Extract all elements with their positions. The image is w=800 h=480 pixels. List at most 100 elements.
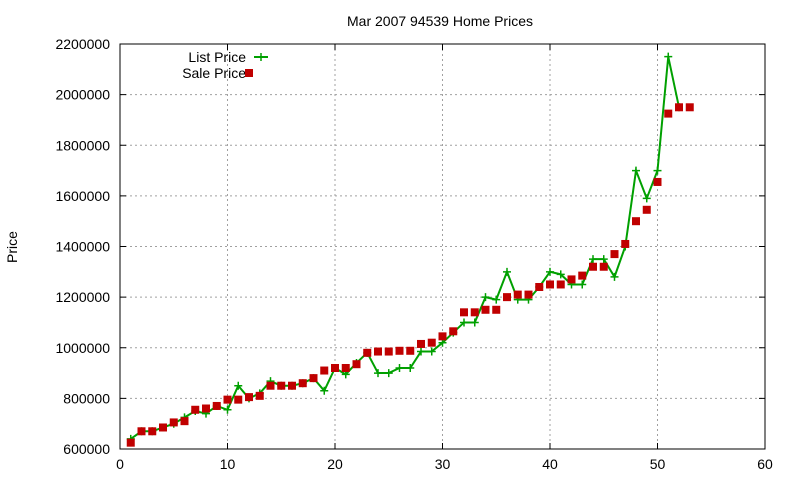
data-point	[288, 381, 296, 390]
data-point	[406, 346, 415, 355]
legend-marker	[257, 53, 265, 61]
data-point	[320, 366, 329, 375]
data-point	[148, 427, 157, 436]
data-point	[642, 205, 651, 214]
x-tick-label: 20	[327, 456, 343, 472]
data-point	[395, 364, 404, 372]
data-point	[589, 262, 597, 271]
y-tick-label: 2000000	[55, 87, 110, 103]
y-tick-label: 1400000	[55, 239, 110, 255]
data-point	[406, 364, 415, 372]
data-point	[470, 308, 479, 317]
series-line	[130, 56, 680, 440]
y-tick-label: 1200000	[55, 289, 110, 305]
data-point	[395, 346, 404, 355]
data-point	[384, 369, 393, 378]
data-point	[664, 52, 673, 61]
data-point	[578, 280, 587, 289]
x-tick-label: 60	[757, 456, 773, 472]
data-point	[632, 217, 640, 226]
data-point	[589, 255, 597, 264]
data-point	[341, 364, 350, 372]
data-point	[438, 332, 447, 341]
data-point	[331, 364, 339, 372]
data-point	[159, 423, 167, 432]
plot-frame	[119, 43, 766, 450]
data-point	[610, 250, 619, 259]
data-point	[481, 293, 490, 302]
data-point	[417, 339, 425, 348]
data-point	[599, 255, 608, 264]
y-tick-label: 1800000	[55, 137, 110, 153]
data-point	[481, 305, 490, 314]
y-axis-label: Price	[4, 231, 20, 263]
data-point	[535, 283, 544, 291]
y-tick-label: 2200000	[55, 36, 110, 52]
data-point	[524, 290, 533, 299]
data-point	[567, 275, 576, 284]
data-point	[298, 379, 307, 388]
data-point	[266, 381, 275, 390]
data-point	[180, 417, 189, 426]
data-point	[352, 360, 361, 369]
grid-layer	[120, 44, 765, 449]
data-point	[191, 405, 200, 414]
data-point	[374, 369, 382, 378]
data-point	[223, 405, 232, 414]
data-point	[255, 391, 264, 400]
data-point	[309, 374, 318, 383]
x-tick-label: 40	[542, 456, 558, 472]
legend-label: List Price	[188, 49, 246, 65]
data-point	[546, 267, 554, 276]
legend-marker	[245, 69, 253, 77]
data-point	[492, 295, 501, 304]
data-point	[503, 267, 511, 276]
data-point	[223, 395, 232, 404]
legend-label: Sale Price	[182, 65, 246, 81]
data-point	[503, 293, 511, 302]
chart-title: Mar 2007 94539 Home Prices	[347, 13, 533, 29]
tick-label-layer: 0 10 20 30 40 50 60 600000 800000 1000000 1200000 1…	[55, 36, 773, 472]
data-point	[621, 239, 630, 248]
data-point	[363, 348, 372, 357]
x-tick-label: 50	[650, 456, 666, 472]
data-point	[169, 418, 178, 427]
data-point	[384, 347, 393, 356]
data-point	[245, 393, 253, 402]
data-point	[599, 262, 608, 271]
data-point	[653, 166, 662, 175]
x-tick-label: 0	[116, 456, 124, 472]
data-point	[546, 280, 554, 289]
data-point	[664, 109, 673, 118]
data-point	[320, 386, 329, 395]
data-point	[610, 272, 619, 281]
data-point	[460, 308, 468, 317]
y-tick-label: 600000	[63, 441, 110, 457]
data-point	[492, 305, 501, 314]
series-sale-price	[126, 103, 694, 447]
data-point	[653, 177, 662, 186]
data-point	[126, 438, 135, 447]
data-point	[642, 194, 651, 203]
data-point	[556, 270, 565, 279]
data-point	[685, 103, 694, 112]
y-tick-label: 1000000	[55, 340, 110, 356]
x-tick-label: 10	[220, 456, 236, 472]
y-tick-label: 1600000	[55, 188, 110, 204]
data-point	[449, 327, 458, 336]
data-point	[202, 404, 210, 413]
x-tick-label: 30	[435, 456, 451, 472]
data-point	[427, 347, 436, 356]
data-point	[234, 395, 243, 404]
data-point	[460, 318, 468, 327]
y-tick-label: 800000	[63, 390, 110, 406]
data-point	[632, 166, 640, 175]
data-point	[556, 280, 565, 289]
data-point	[513, 290, 522, 299]
data-point	[374, 347, 382, 356]
data-point	[277, 381, 286, 390]
data-point	[578, 271, 587, 280]
series-list-price	[126, 52, 683, 443]
